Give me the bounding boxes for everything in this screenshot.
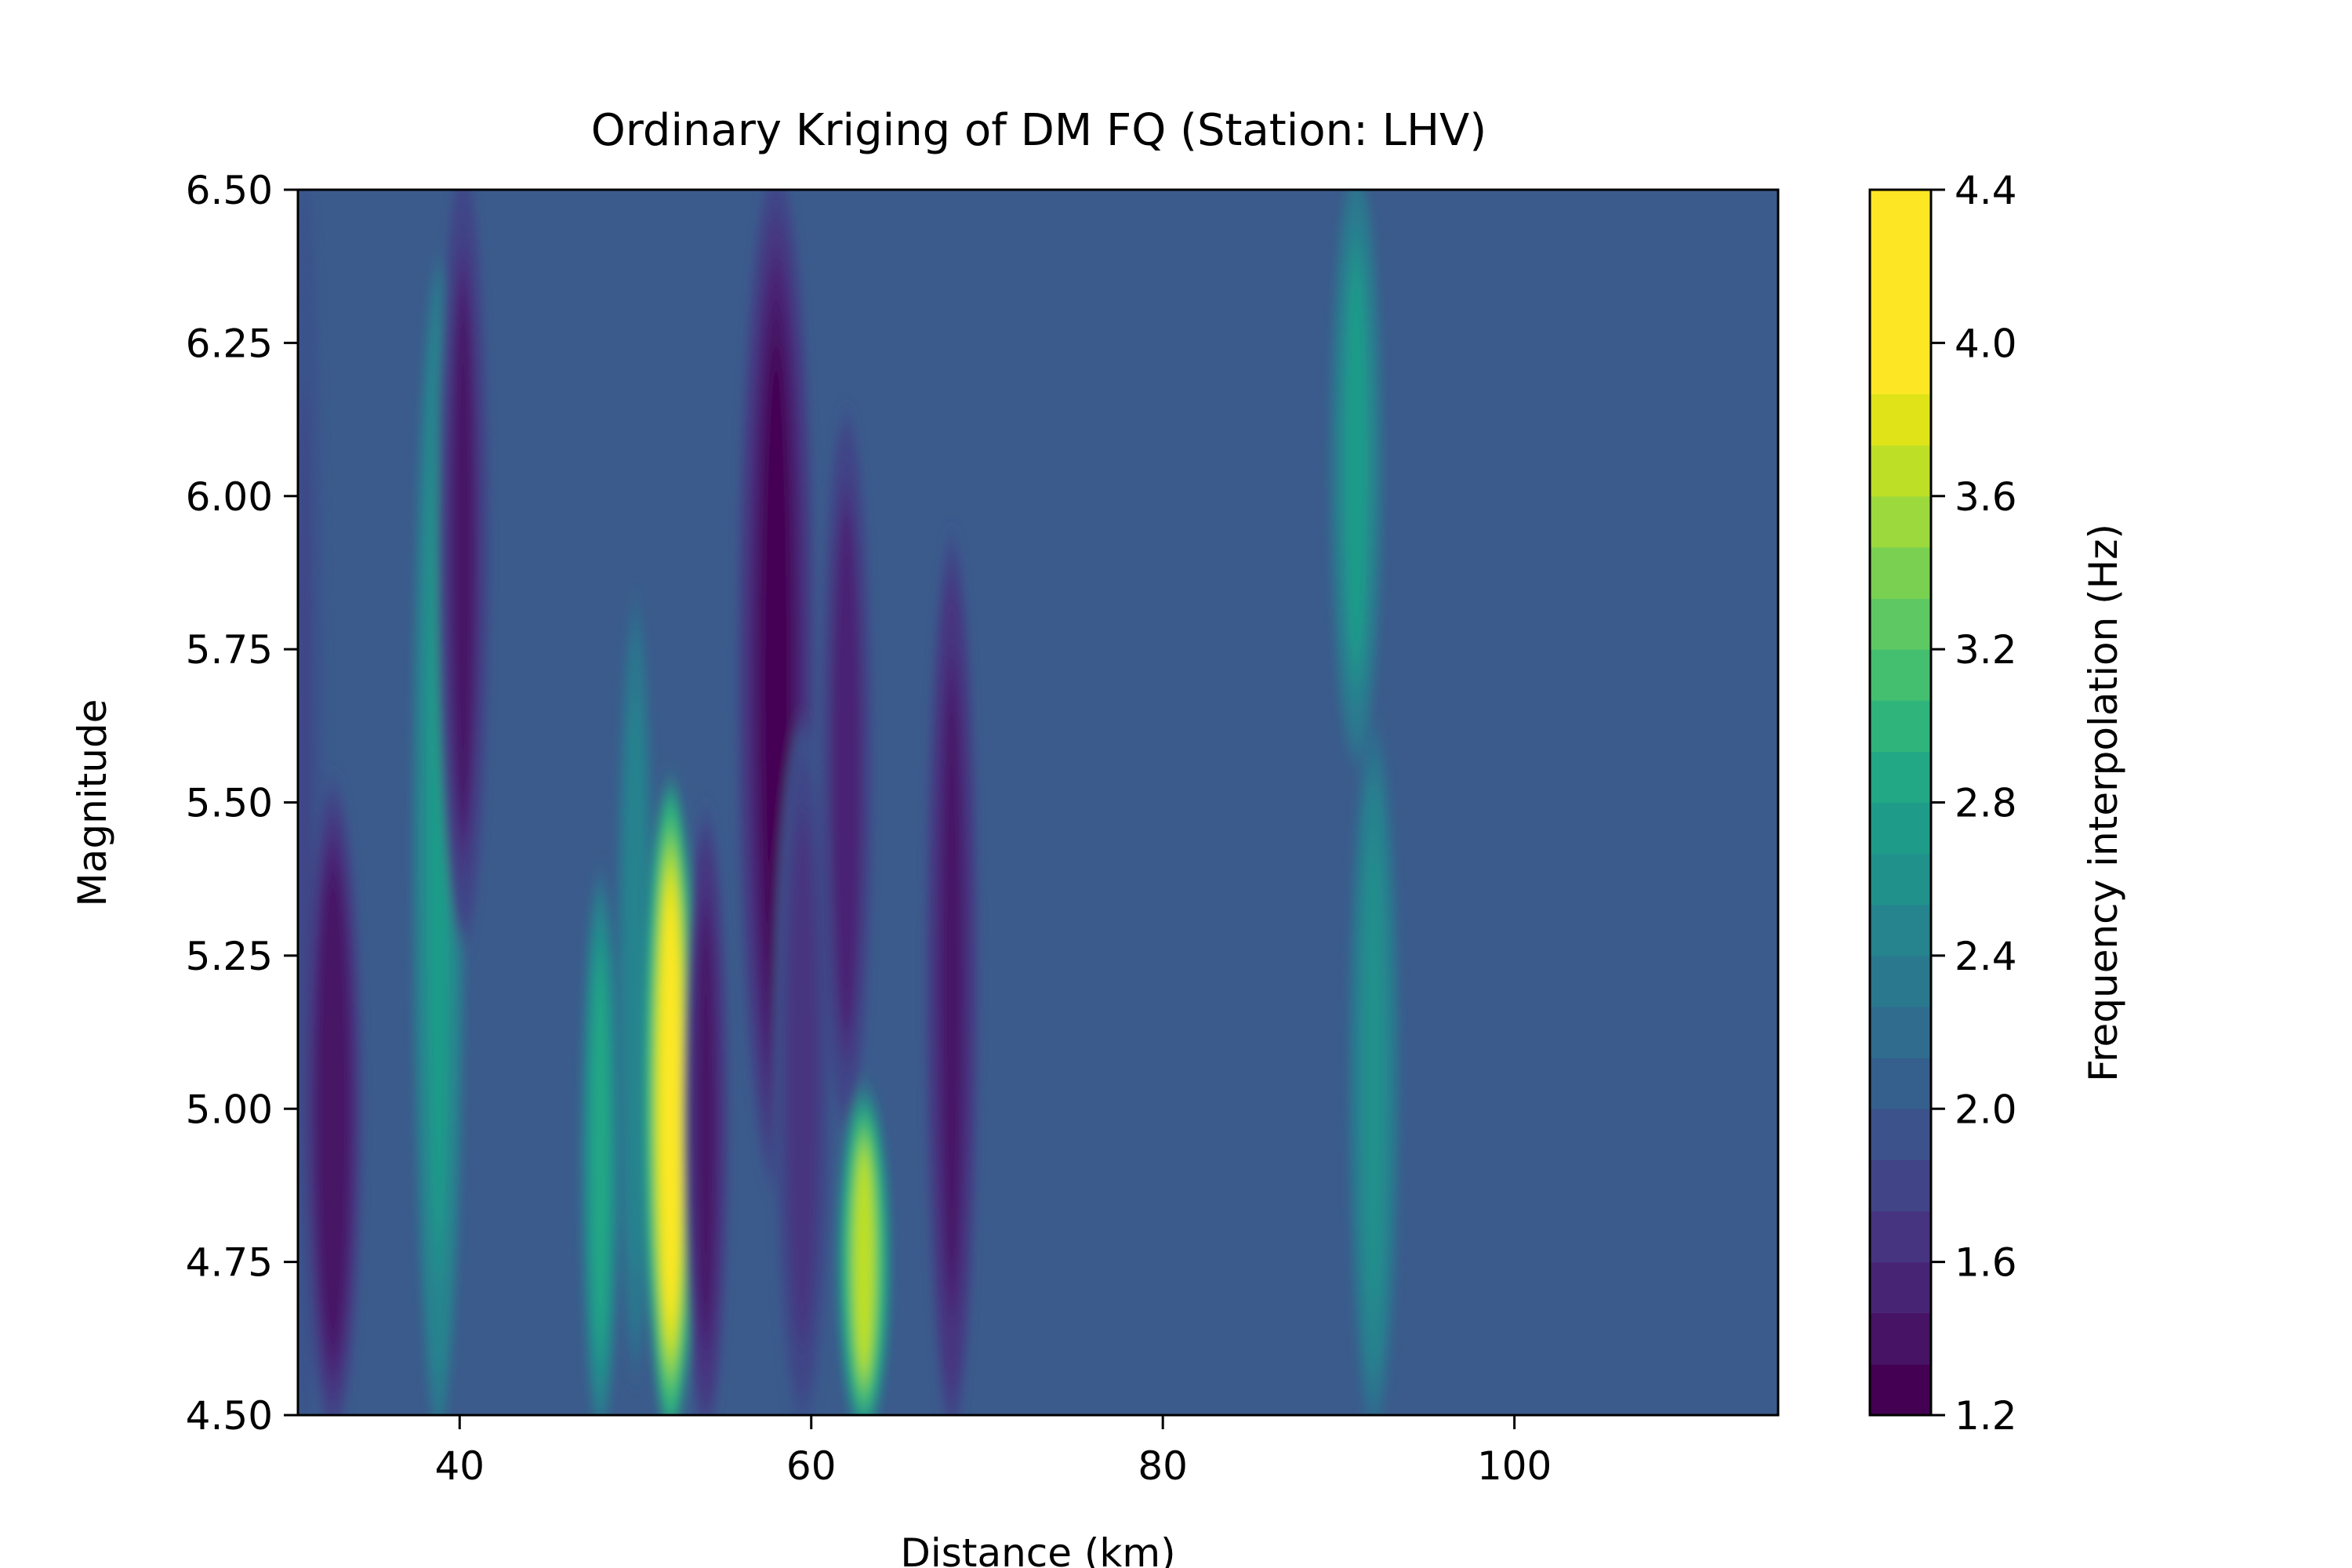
contour-feature: [773, 725, 832, 1415]
x-axis-label: Distance (km): [900, 1530, 1175, 1568]
colorbar-tick-label: 4.4: [1955, 168, 2017, 213]
y-tick-label: 4.50: [186, 1393, 273, 1439]
colorbar-tick-label: 1.6: [1955, 1240, 2017, 1286]
x-axis: 40 60 80 100: [434, 1415, 1552, 1489]
colorbar-bands: [1870, 190, 1931, 1416]
colorbar-band: [1870, 700, 1931, 753]
colorbar-band: [1870, 1210, 1931, 1263]
y-tick-label: 6.00: [186, 474, 273, 520]
colorbar-band: [1870, 546, 1931, 599]
y-axis-label: Magnitude: [70, 699, 115, 907]
contour-feature: [837, 1093, 891, 1415]
colorbar-band: [1870, 1006, 1931, 1058]
colorbar-band: [1870, 1312, 1931, 1365]
y-tick-label: 5.50: [186, 781, 273, 826]
plot-area: [296, 188, 1780, 1417]
colorbar-tick-label: 4.0: [1955, 321, 2017, 366]
colorbar-band: [1870, 1261, 1931, 1314]
colorbar-band: [1870, 904, 1931, 956]
contour-level: [855, 1149, 873, 1374]
colorbar-ticks: 1.2 1.6 2.0 2.4 2.8 3.2 3.6 4.0 4.4: [1931, 168, 2017, 1439]
colorbar-band: [1870, 853, 1931, 906]
contour-feature: [820, 419, 873, 1125]
contour-level: [322, 895, 343, 1323]
contour-feature: [437, 190, 489, 941]
contour-level: [1364, 844, 1383, 1312]
x-tick-label: 80: [1138, 1443, 1188, 1489]
colorbar-tick-label: 2.8: [1955, 781, 2017, 826]
colorbar-tick-label: 2.4: [1955, 934, 2017, 979]
x-tick-label: 60: [786, 1443, 837, 1489]
colorbar-tick-label: 2.0: [1955, 1087, 2017, 1132]
colorbar-band: [1870, 190, 1931, 241]
colorbar-band: [1870, 751, 1931, 804]
plot-background: [298, 190, 1778, 1415]
colorbar-band: [1870, 1058, 1931, 1109]
colorbar-band: [1870, 1160, 1931, 1212]
colorbar-label: Frequency interpolation (Hz): [2081, 524, 2126, 1082]
contour-level: [628, 732, 643, 1240]
y-tick-label: 6.25: [186, 321, 273, 366]
contour-feature: [1348, 725, 1400, 1415]
colorbar-band: [1870, 292, 1931, 343]
chart-title: Ordinary Kriging of DM FQ (Station: LHV): [591, 105, 1486, 156]
x-tick-label: 40: [434, 1443, 485, 1489]
y-tick-label: 5.25: [186, 934, 273, 979]
contour-level: [661, 895, 681, 1323]
y-axis: 4.50 4.75 5.00 5.25 5.50 5.75 6.00 6.25 6.50: [186, 168, 298, 1439]
colorbar-band: [1870, 495, 1931, 548]
colorbar-band: [1870, 240, 1931, 293]
contour-features: [298, 190, 1400, 1415]
colorbar-tick-label: 1.2: [1955, 1393, 2017, 1439]
colorbar-band: [1870, 649, 1931, 701]
contour-feature: [303, 786, 363, 1415]
y-tick-label: 4.75: [186, 1240, 273, 1286]
contour-feature: [580, 878, 620, 1415]
contour-level: [593, 971, 608, 1338]
colorbar-tick-label: 3.2: [1955, 627, 2017, 673]
colorbar-band: [1870, 1109, 1931, 1160]
colorbar-band: [1870, 1364, 1931, 1416]
colorbar-tick-label: 3.6: [1955, 474, 2017, 520]
colorbar-band: [1870, 802, 1931, 855]
contour-feature: [644, 786, 697, 1415]
y-tick-label: 5.00: [186, 1087, 273, 1132]
colorbar-band: [1870, 445, 1931, 497]
contour-level: [837, 538, 856, 1006]
contour-level: [792, 844, 813, 1312]
colorbar-band: [1870, 955, 1931, 1007]
contour-level: [1347, 272, 1366, 659]
contour-level: [698, 920, 714, 1327]
colorbar-band: [1870, 343, 1931, 394]
contour-feature: [925, 542, 978, 1415]
x-tick-label: 100: [1477, 1443, 1552, 1489]
colorbar: 1.2 1.6 2.0 2.4 2.8 3.2 3.6 4.0 4.4 Frequency in…: [1868, 168, 2126, 1439]
y-tick-label: 6.50: [186, 168, 273, 213]
colorbar-band: [1870, 598, 1931, 650]
contour-level: [942, 691, 961, 1281]
contour-level: [454, 303, 473, 811]
contour-feature: [683, 817, 729, 1415]
contour-feature: [1330, 190, 1383, 757]
y-tick-label: 5.75: [186, 627, 273, 673]
colorbar-band: [1870, 394, 1931, 446]
